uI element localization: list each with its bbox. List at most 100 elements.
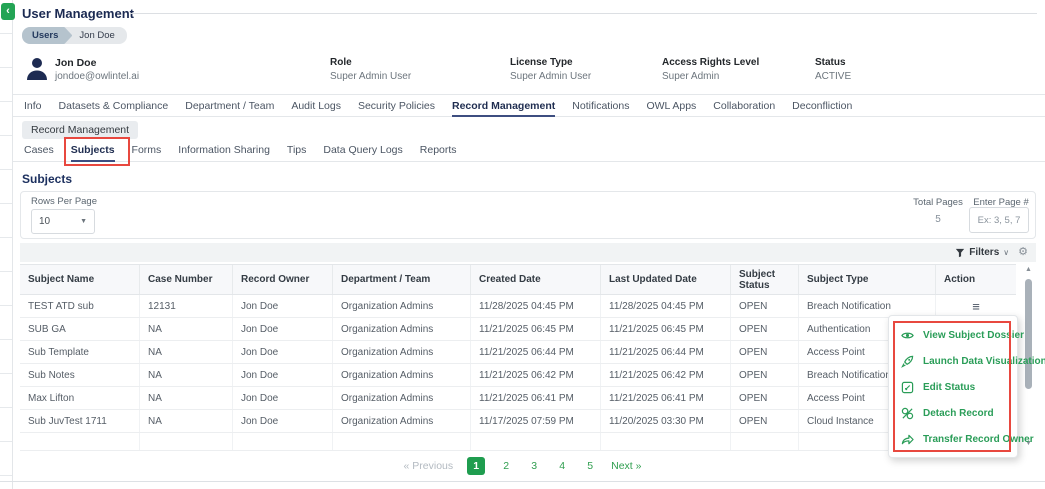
field-value: ACTIVE — [815, 71, 852, 82]
menu-item-view-subject-dossier[interactable]: View Subject Dossier — [889, 322, 1024, 348]
gear-icon[interactable]: ⚙ — [1018, 246, 1028, 258]
table-row[interactable]: Sub Template NA Jon Doe Organization Adm… — [20, 341, 1016, 364]
menu-item-edit-status[interactable]: Edit Status — [889, 374, 1017, 400]
table-row[interactable]: TEST ATD sub 12131 Jon Doe Organization … — [20, 295, 1016, 318]
table-row[interactable]: Sub JuvTest 1711 NA Jon Doe Organization… — [20, 410, 1016, 433]
cell-updated: 11/21/2025 06:44 PM — [601, 341, 731, 363]
cell-type: Breach Notification — [799, 295, 936, 317]
cell-subject-name: SUB GA — [20, 318, 140, 340]
cell-updated: 11/20/2025 03:30 PM — [601, 410, 731, 432]
menu-item-transfer-record-owner[interactable]: Transfer Record Owner — [889, 426, 1034, 452]
filters-toggle[interactable]: Filters — [969, 247, 1000, 258]
tab-department-team[interactable]: Department / Team — [185, 99, 275, 112]
cell-department: Organization Admins — [333, 387, 471, 409]
menu-item-launch-data-visualization[interactable]: Launch Data Visualization — [889, 348, 1045, 374]
pagination-page-5[interactable]: 5 — [587, 460, 594, 472]
tab-security-policies[interactable]: Security Policies — [357, 99, 435, 112]
profile-field-license-type: License Type Super Admin User — [510, 57, 591, 82]
rows-per-page-label: Rows Per Page — [31, 196, 98, 207]
table-scrollbar[interactable]: ▲ ▼ — [1023, 264, 1035, 454]
table-row[interactable]: Sub Notes NA Jon Doe Organization Admins… — [20, 364, 1016, 387]
field-label: License Type — [510, 57, 573, 68]
profile-email: jondoe@owlintel.ai — [55, 71, 140, 82]
tab-collaboration[interactable]: Collaboration — [713, 99, 776, 112]
row-actions-icon[interactable]: ≡ — [972, 298, 980, 314]
cell-status: OPEN — [731, 410, 799, 432]
tab-data-query-logs[interactable]: Data Query Logs — [323, 144, 403, 156]
profile-field-role: Role Super Admin User — [330, 57, 411, 82]
cell-case-number: NA — [140, 318, 233, 340]
cell-status: OPEN — [731, 341, 799, 363]
tab-audit-logs[interactable]: Audit Logs — [291, 99, 341, 112]
filters-bar: Filters ∨ ⚙ — [20, 243, 1036, 262]
cell-updated: 11/21/2025 06:41 PM — [601, 387, 731, 409]
cell-case-number: NA — [140, 364, 233, 386]
cell-subject-name: Sub Notes — [20, 364, 140, 386]
enter-page-label: Enter Page # — [973, 197, 1029, 208]
rows-per-page-select[interactable]: 10 ▼ — [31, 209, 95, 234]
cell-status: OPEN — [731, 295, 799, 317]
scroll-up-icon[interactable]: ▲ — [1025, 266, 1032, 273]
tab-forms[interactable]: Forms — [131, 144, 162, 156]
total-pages-value: 5 — [935, 214, 941, 225]
pagination-next[interactable]: Next » — [611, 460, 642, 472]
cell-record-owner: Jon Doe — [233, 387, 333, 409]
pagination-page-3[interactable]: 3 — [531, 460, 538, 472]
cell-subject-name: Sub Template — [20, 341, 140, 363]
tab-deconfliction[interactable]: Deconfliction — [792, 99, 853, 112]
col-last-updated-date: Last Updated Date — [601, 265, 731, 294]
menu-item-label: Launch Data Visualization — [923, 355, 1045, 367]
pagination-page-1[interactable]: 1 — [467, 457, 486, 475]
primary-tab-bar: Info Datasets & Compliance Department / … — [13, 94, 1045, 117]
cell-department: Organization Admins — [333, 295, 471, 317]
transfer-owner-icon — [901, 434, 914, 444]
secondary-tab-bar: Cases Subjects Forms Information Sharing… — [13, 137, 1045, 166]
tab-cases[interactable]: Cases — [24, 144, 54, 156]
col-department-team: Department / Team — [333, 265, 471, 294]
tab-notifications[interactable]: Notifications — [572, 99, 630, 112]
breadcrumb-users[interactable]: Users — [22, 27, 72, 44]
tab-tips[interactable]: Tips — [286, 144, 307, 156]
tab-information-sharing[interactable]: Information Sharing — [178, 144, 270, 156]
pagination-page-2[interactable]: 2 — [503, 460, 510, 472]
rocket-icon — [901, 355, 914, 368]
col-subject-type: Subject Type — [799, 265, 936, 294]
cell-status: OPEN — [731, 364, 799, 386]
sidebar-collapse-button[interactable]: ‹ — [1, 3, 15, 20]
cell-record-owner: Jon Doe — [233, 295, 333, 317]
cell-case-number: 12131 — [140, 295, 233, 317]
tab-reports[interactable]: Reports — [419, 144, 457, 156]
cell-created: 11/21/2025 06:41 PM — [471, 387, 601, 409]
tab-datasets-compliance[interactable]: Datasets & Compliance — [58, 99, 169, 112]
cell-created: 11/21/2025 06:42 PM — [471, 364, 601, 386]
scrollbar-thumb[interactable] — [1025, 279, 1032, 389]
chevron-left-icon: ‹ — [6, 5, 10, 17]
table-row[interactable]: Max Lifton NA Jon Doe Organization Admin… — [20, 387, 1016, 410]
table-row[interactable]: SUB GA NA Jon Doe Organization Admins 11… — [20, 318, 1016, 341]
chevron-down-icon: ∨ — [1003, 248, 1010, 257]
tab-owl-apps[interactable]: OWL Apps — [646, 99, 697, 112]
col-action: Action — [944, 274, 976, 285]
tab-info[interactable]: Info — [24, 99, 42, 112]
menu-item-label: Detach Record — [923, 407, 994, 419]
scroll-down-icon[interactable]: ▼ — [1025, 440, 1032, 447]
tab-subjects[interactable]: Subjects — [70, 139, 115, 162]
tab-record-management[interactable]: Record Management — [452, 95, 556, 117]
cell-updated: 11/21/2025 06:42 PM — [601, 364, 731, 386]
section-title: Subjects — [22, 172, 73, 186]
breadcrumb: Users Jon Doe — [22, 27, 127, 44]
pagination: « Previous 1 2 3 4 5 Next » — [0, 457, 1045, 475]
pagination-previous[interactable]: « Previous — [403, 460, 454, 472]
cell-status: OPEN — [731, 318, 799, 340]
enter-page-input[interactable] — [969, 207, 1029, 233]
field-value: Super Admin User — [330, 71, 412, 82]
menu-item-detach-record[interactable]: Detach Record — [889, 400, 1017, 426]
profile-field-status: Status ACTIVE — [815, 57, 851, 82]
user-avatar-icon — [24, 55, 50, 86]
col-case-number: Case Number — [140, 265, 233, 294]
cell-updated: 11/28/2025 04:45 PM — [601, 295, 731, 317]
cell-case-number: NA — [140, 410, 233, 432]
bottom-divider — [0, 481, 1045, 482]
pagination-page-4[interactable]: 4 — [559, 460, 566, 472]
